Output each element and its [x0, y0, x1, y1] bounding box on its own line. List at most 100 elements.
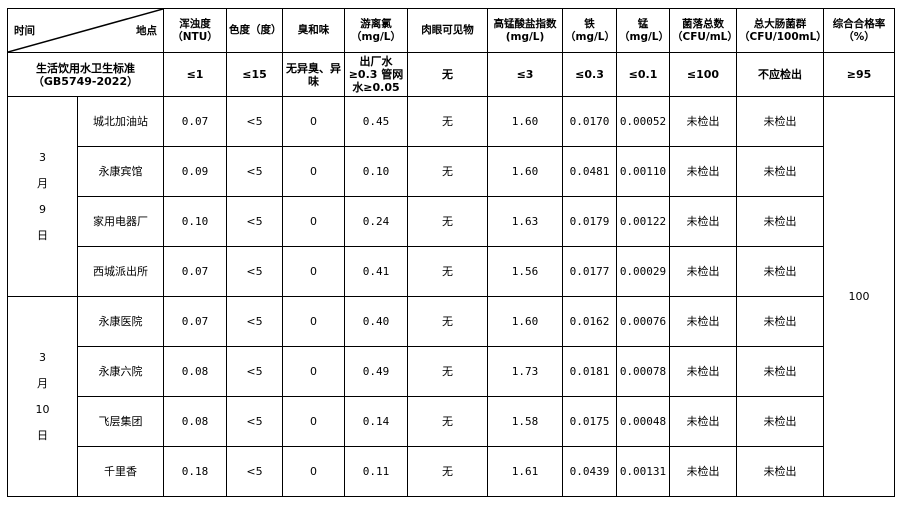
date-cell: 3 月 9 日 — [7, 96, 78, 297]
value-cell: 0.24 — [344, 196, 408, 247]
value-cell: 未检出 — [736, 96, 824, 147]
standard-value: 不应检出 — [736, 52, 824, 97]
value-cell: 无 — [407, 246, 488, 297]
value-cell: 0.18 — [163, 446, 227, 497]
site-cell: 千里香 — [77, 446, 164, 497]
table-row: 西城派出所 0.07 <5 0 0.41 无 1.56 0.0177 0.00029 未检出 未检出 — [8, 246, 895, 297]
value-cell: 0.00029 — [616, 246, 670, 297]
value-cell: 无 — [407, 446, 488, 497]
header-row: 时间 地点 浑浊度（NTU） 色度（度） 臭和味 游离氯（mg/L） 肉眼可见物 高锰酸盐指数… — [7, 8, 895, 53]
value-cell: 0 — [282, 446, 345, 497]
value-cell: <5 — [226, 96, 283, 147]
value-cell: 0.00131 — [616, 446, 670, 497]
column-header: 锰（mg/L） — [616, 8, 670, 53]
value-cell: 0.07 — [163, 246, 227, 297]
corner-time-label: 时间 — [14, 25, 35, 37]
value-cell: 0.11 — [344, 446, 408, 497]
value-cell: 0.00078 — [616, 346, 670, 397]
date-part: 日 — [37, 428, 48, 442]
value-cell: 0.09 — [163, 146, 227, 197]
value-cell: 未检出 — [669, 396, 737, 447]
value-cell: 0.40 — [344, 296, 408, 347]
column-header: 浑浊度（NTU） — [163, 8, 227, 53]
standard-label: 生活饮用水卫生标准（GB5749-2022） — [7, 52, 164, 97]
standard-value: ≤0.3 — [562, 52, 617, 97]
value-cell: 0 — [282, 346, 345, 397]
value-cell: 无 — [407, 96, 488, 147]
value-cell: 1.60 — [487, 296, 563, 347]
value-cell: 无 — [407, 396, 488, 447]
value-cell: 0.07 — [163, 296, 227, 347]
value-cell: 未检出 — [736, 196, 824, 247]
date-part: 10 — [35, 402, 50, 416]
table-row: 永康六院 0.08 <5 0 0.49 无 1.73 0.0181 0.00078 未检出 未检出 — [8, 346, 895, 397]
value-cell: <5 — [226, 246, 283, 297]
diagonal-line — [8, 9, 163, 52]
value-cell: 未检出 — [736, 446, 824, 497]
column-header: 肉眼可见物 — [407, 8, 488, 53]
value-cell: 0.00052 — [616, 96, 670, 147]
value-cell: 0.08 — [163, 396, 227, 447]
table-row: 永康宾馆 0.09 <5 0 0.10 无 1.60 0.0481 0.00110 未检出 未检出 — [8, 146, 895, 197]
value-cell: 未检出 — [736, 346, 824, 397]
site-cell: 西城派出所 — [77, 246, 164, 297]
column-header: 臭和味 — [282, 8, 345, 53]
standard-value: 出厂水≥0.3 管网水≥0.05 — [344, 52, 408, 97]
table-row: 3 月 10 日永康医院 0.07 <5 0 0.40 无 1.60 0.0162 0.00076 未检… — [7, 296, 895, 497]
standard-value: 无异臭、异味 — [282, 52, 345, 97]
column-header: 铁（mg/L） — [562, 8, 617, 53]
value-cell: 0.0481 — [562, 146, 617, 197]
value-cell: 0.45 — [344, 96, 408, 147]
date-part: 3 — [39, 150, 46, 164]
value-cell: 未检出 — [669, 296, 737, 347]
site-cell: 永康宾馆 — [77, 146, 164, 197]
value-cell: 未检出 — [669, 146, 737, 197]
date-part: 3 — [39, 350, 46, 364]
value-cell: 1.63 — [487, 196, 563, 247]
column-header: 游离氯（mg/L） — [344, 8, 408, 53]
column-header: 综合合格率（%） — [823, 8, 895, 53]
value-cell: 0.00110 — [616, 146, 670, 197]
value-cell: 0.00048 — [616, 396, 670, 447]
value-cell: <5 — [226, 146, 283, 197]
date-part: 月 — [37, 176, 48, 190]
standard-value: ≤15 — [226, 52, 283, 97]
value-cell: 0.10 — [163, 196, 227, 247]
value-cell: 无 — [407, 146, 488, 197]
corner-place-label: 地点 — [136, 25, 157, 37]
site-cell: 永康六院 — [77, 346, 164, 397]
value-cell: 0.0170 — [562, 96, 617, 147]
table-row: 家用电器厂 0.10 <5 0 0.24 无 1.63 0.0179 0.00122 未检出 未检出 — [8, 196, 895, 247]
water-quality-table: 时间 地点 浑浊度（NTU） 色度（度） 臭和味 游离氯（mg/L） 肉眼可见物 高锰酸盐指数… — [7, 8, 895, 497]
date-part: 9 — [39, 202, 46, 216]
value-cell: 无 — [407, 346, 488, 397]
value-cell: <5 — [226, 346, 283, 397]
date-cell: 3 月 10 日 — [7, 296, 78, 497]
site-cell: 永康医院 — [77, 296, 164, 347]
value-cell: 0 — [282, 396, 345, 447]
table-row: 千里香 0.18 <5 0 0.11 无 1.61 0.0439 0.00131 未检出 未检出 — [8, 446, 895, 497]
value-cell: 0.07 — [163, 96, 227, 147]
value-cell: 0.0177 — [562, 246, 617, 297]
standard-row: 生活饮用水卫生标准（GB5749-2022） ≤1 ≤15 无异臭、异味 出厂水≥0.3… — [7, 52, 895, 97]
site-cell: 家用电器厂 — [77, 196, 164, 247]
column-header: 色度（度） — [226, 8, 283, 53]
value-cell: 0 — [282, 246, 345, 297]
overall-rate-cell: 100 — [823, 96, 895, 497]
column-header: 菌落总数（CFU/mL） — [669, 8, 738, 53]
value-cell: 0.14 — [344, 396, 408, 447]
value-cell: 0.41 — [344, 246, 408, 297]
value-cell: 未检出 — [736, 396, 824, 447]
value-cell: 未检出 — [669, 96, 737, 147]
value-cell: 0.00076 — [616, 296, 670, 347]
value-cell: 无 — [407, 296, 488, 347]
site-cell: 飞层集团 — [77, 396, 164, 447]
column-header: 高锰酸盐指数(mg/L) — [487, 8, 563, 53]
value-cell: 未检出 — [669, 246, 737, 297]
value-cell: 0 — [282, 96, 345, 147]
standard-value: ≥95 — [823, 52, 895, 97]
value-cell: 未检出 — [736, 296, 824, 347]
standard-value: ≤3 — [487, 52, 563, 97]
value-cell: 1.56 — [487, 246, 563, 297]
value-cell: 0 — [282, 196, 345, 247]
